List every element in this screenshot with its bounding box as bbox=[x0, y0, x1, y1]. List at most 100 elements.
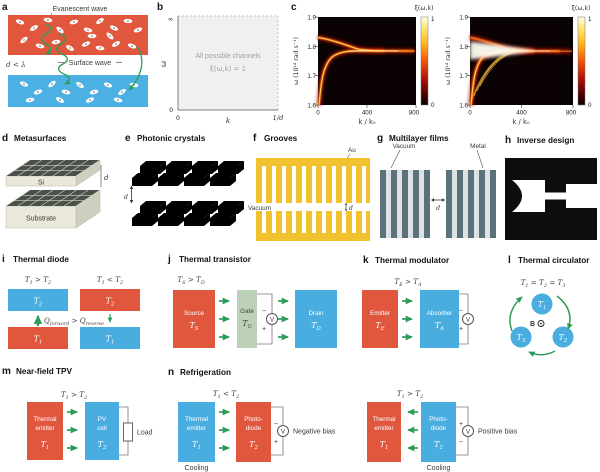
drain-label: Drain bbox=[308, 310, 324, 317]
terminal-3 bbox=[510, 326, 532, 348]
y-tick: 1.9 bbox=[459, 15, 468, 22]
vacuum-leader-line bbox=[390, 149, 401, 169]
panel-letter-m: m bbox=[2, 366, 11, 377]
panel-title-refrigeration: Refrigeration bbox=[180, 368, 231, 377]
plus-sign: + bbox=[274, 439, 278, 446]
panel-title-metasurfaces: Metasurfaces bbox=[14, 134, 67, 143]
voltmeter-v: V bbox=[281, 429, 286, 436]
x-tick: 0 bbox=[468, 110, 472, 117]
hot-box-forward bbox=[8, 327, 68, 349]
emitter-temperature: T1 bbox=[192, 440, 201, 451]
y-axis-label: ω bbox=[159, 61, 168, 67]
photodiode-box bbox=[236, 402, 271, 462]
hot-photonic-crystal-bars bbox=[132, 161, 244, 186]
pv-word-2: cell bbox=[97, 425, 106, 432]
panel-letter-i: i bbox=[2, 254, 5, 265]
panel-n: n Refrigeration T1 < T2 Thermal emitter … bbox=[168, 367, 518, 472]
load-resistor-icon bbox=[123, 422, 133, 442]
voltmeter-icon bbox=[266, 313, 278, 325]
panel-letter-b: b bbox=[157, 2, 163, 13]
plus-sign: + bbox=[459, 421, 463, 428]
panel-letter-n: n bbox=[168, 367, 174, 378]
y-tick: 1.8 bbox=[307, 44, 316, 51]
minus-sign: − bbox=[459, 308, 463, 315]
load-wire bbox=[119, 406, 129, 456]
bright-transmission-blob bbox=[470, 41, 536, 60]
photodiode-temperature: T2 bbox=[249, 440, 258, 451]
gap-d-label: d bbox=[349, 205, 353, 212]
condition-label: TE > TA bbox=[394, 277, 422, 288]
panel-c: c 1.9 1.8 1.7 1.6 0 bbox=[291, 2, 592, 126]
emitter-box bbox=[362, 290, 398, 348]
panel-title-multilayer-films: Multilayer films bbox=[389, 134, 449, 143]
heatmap-left: 1.9 1.8 1.7 1.6 0 400 800 ω (10¹⁴ rad s⁻… bbox=[293, 5, 435, 126]
y-tick-infinity: ∞ bbox=[168, 16, 173, 23]
x-tick-inverse-d: 1/d bbox=[273, 114, 285, 122]
panel-letter-h: h bbox=[505, 135, 511, 146]
gap-d-label: d bbox=[124, 193, 128, 201]
panel-letter-c: c bbox=[291, 2, 297, 13]
channel-plot-area bbox=[178, 16, 278, 110]
radiation-arrows bbox=[67, 408, 78, 452]
panel-i: i Thermal diode T1 > T2 T1 < T2 T2 T1 T2… bbox=[2, 254, 140, 349]
cooled-emitter-box bbox=[178, 402, 215, 462]
cooling-label: Cooling bbox=[185, 465, 209, 472]
au-label: Au bbox=[348, 147, 356, 154]
condition-label: T1 < T2 bbox=[213, 389, 239, 400]
terminal-1-label: T1 bbox=[538, 300, 547, 311]
field-out-of-plane-icon bbox=[537, 320, 545, 327]
condition-label: T1 > T2 bbox=[397, 389, 423, 400]
gate-drain-arrows bbox=[278, 297, 289, 341]
vacuum-label: Vacuum bbox=[248, 205, 271, 212]
cold-box-forward bbox=[8, 289, 68, 311]
y-tick-zero: 0 bbox=[169, 107, 173, 114]
condition-label: T1 > T2 bbox=[61, 390, 87, 401]
groove-top-comb bbox=[256, 158, 370, 203]
photodiode-word-1: Photo- bbox=[244, 416, 263, 423]
terminal-2-label: T2 bbox=[559, 333, 568, 344]
panel-l: l Thermal circulator T1 = T2 = T3 T1 T3 … bbox=[508, 255, 590, 358]
hot-box-reverse bbox=[80, 289, 140, 311]
emitter-temperature: T1 bbox=[41, 440, 50, 451]
gate-temperature: TG bbox=[242, 319, 252, 330]
y-tick: 1.8 bbox=[459, 44, 468, 51]
colorbar-title: ξ(ω,k) bbox=[414, 5, 433, 12]
emitter-word-2: emitter bbox=[35, 425, 54, 432]
x-tick: 400 bbox=[362, 110, 373, 117]
voltmeter-v: V bbox=[466, 429, 471, 436]
cold-box-label: T1 bbox=[106, 335, 115, 346]
y-tick: 1.7 bbox=[307, 73, 316, 80]
panel-h: h Inverse design bbox=[505, 135, 597, 240]
heatmap-left-dispersion bbox=[316, 35, 415, 106]
gap-d-label: d bbox=[104, 174, 109, 182]
xi-equals-one-text: ξ(ω,k) = 1 bbox=[210, 65, 246, 73]
panel-title-thermal-modulator: Thermal modulator bbox=[375, 256, 450, 265]
voltmeter-icon bbox=[277, 425, 289, 437]
emission-arrows bbox=[219, 408, 230, 452]
heatmap-left-area bbox=[318, 17, 416, 105]
si-label: Si bbox=[38, 180, 45, 187]
absorber-label: Absorber bbox=[427, 310, 453, 317]
plus-sign: + bbox=[262, 326, 266, 333]
metasurface-bottom-slab: Substrate bbox=[5, 189, 101, 229]
refrigeration-positive-bias: T1 > T2 Thermal emitter T1 Photo- diode … bbox=[367, 389, 518, 472]
voltmeter-icon bbox=[462, 425, 474, 437]
emission-arrows-leftward bbox=[407, 408, 418, 452]
cold-box-reverse bbox=[80, 327, 140, 349]
x-axis-label: k / k₀ bbox=[512, 118, 529, 126]
panel-letter-j: j bbox=[167, 254, 171, 265]
tunneling-wave-arrow bbox=[55, 33, 71, 85]
inverse-design-absorber-shape bbox=[566, 184, 597, 208]
magnetic-field-b: B bbox=[530, 321, 535, 328]
colorbar-min: 0 bbox=[431, 102, 435, 109]
emitter-temperature: T1 bbox=[380, 440, 389, 451]
emitter-word-2: emitter bbox=[187, 425, 206, 432]
thermal-emitter-box bbox=[27, 402, 63, 460]
panel-title-grooves: Grooves bbox=[264, 134, 298, 143]
panel-e: e Photonic crystals d bbox=[124, 133, 244, 226]
gap-arrow bbox=[129, 185, 134, 204]
cooling-label: Cooling bbox=[427, 465, 451, 472]
panel-a: a Evanescent wave d < λ bbox=[2, 2, 148, 107]
panel-letter-k: k bbox=[363, 255, 369, 266]
